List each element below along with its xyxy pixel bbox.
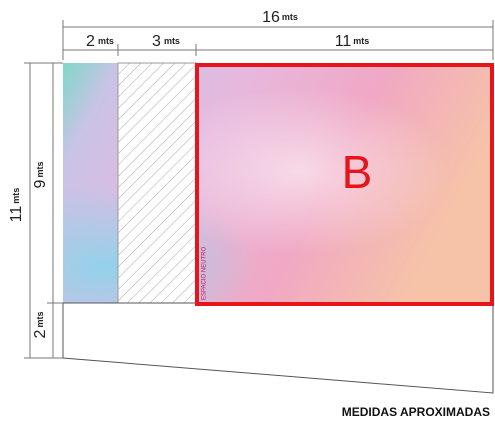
dim-unit: mts — [35, 312, 45, 328]
dim-label: 16 mts — [262, 9, 298, 26]
dim-unit: mts — [98, 36, 114, 46]
zone-label: B — [342, 146, 373, 198]
dim-unit: mts — [164, 36, 180, 46]
footer-note: MEDIDAS APROXIMADAS — [342, 405, 490, 419]
zone-b-box — [195, 63, 494, 306]
dim-unit: mts — [11, 188, 21, 204]
dim-unit: mts — [282, 12, 298, 22]
dim-label: 2mts — [32, 312, 49, 339]
dim-label: 3 mts — [152, 33, 180, 50]
dim-value: 2 — [86, 33, 95, 50]
dim-value: 9 — [32, 179, 49, 188]
floor — [62, 302, 494, 394]
dim-value: 16 — [262, 9, 280, 26]
dim-label: 11 mts — [8, 188, 25, 223]
dim-label: 9mts — [32, 162, 49, 189]
dim-value: 11 — [8, 206, 25, 223]
dim-value: 3 — [152, 33, 161, 50]
dim-unit: mts — [353, 36, 369, 46]
dim-value: 11 — [335, 33, 352, 50]
dim-value: 2 — [32, 329, 49, 338]
hatched-zone — [117, 62, 197, 304]
neutral-label: ESPACIO NEUTRO — [202, 246, 208, 300]
dim-unit: mts — [35, 162, 45, 178]
